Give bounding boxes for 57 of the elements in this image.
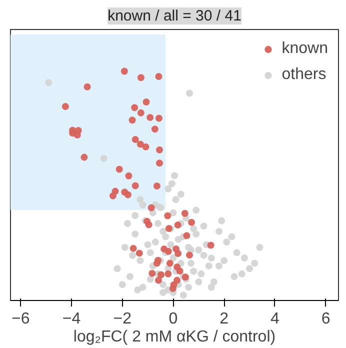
- point: [166, 260, 174, 267]
- point: [142, 143, 150, 150]
- point: [156, 146, 163, 154]
- point: [164, 212, 172, 220]
- point: [155, 73, 162, 80]
- point: [142, 98, 150, 106]
- x-axis-title: log₂FC( 2 mM αKG / control): [73, 328, 276, 346]
- point: [136, 250, 143, 257]
- point: [124, 191, 132, 198]
- point: [183, 232, 190, 240]
- x-tick-label: 2: [220, 310, 229, 328]
- point: [145, 221, 152, 228]
- point: [128, 116, 136, 124]
- point: [74, 131, 81, 138]
- point: [148, 204, 155, 212]
- point: [131, 104, 138, 112]
- point: [148, 270, 156, 277]
- x-tick-label: −4: [62, 310, 81, 328]
- point: [146, 114, 154, 121]
- point: [153, 260, 160, 267]
- legend-label: known: [282, 40, 328, 58]
- point: [151, 126, 158, 133]
- point: [164, 270, 172, 278]
- x-tick-label: −2: [113, 310, 132, 328]
- point: [136, 140, 144, 148]
- point: [125, 172, 132, 180]
- chart-title: known / all = 30 / 41: [108, 8, 242, 24]
- point: [158, 271, 165, 278]
- x-tick-label: 6: [321, 310, 330, 328]
- point: [153, 182, 160, 190]
- point: [120, 68, 128, 75]
- point: [181, 210, 188, 217]
- x-tick-label: 4: [270, 310, 280, 328]
- point: [109, 192, 116, 200]
- point: [116, 166, 123, 173]
- point: [80, 154, 88, 161]
- point: [84, 83, 91, 90]
- point: [174, 250, 182, 257]
- legend-label: others: [282, 66, 326, 84]
- point: [207, 242, 214, 249]
- point: [174, 222, 182, 229]
- point: [154, 276, 162, 284]
- point: [132, 136, 139, 143]
- point: [62, 103, 69, 110]
- point: [156, 160, 163, 167]
- point: [130, 244, 137, 252]
- point: [186, 252, 193, 259]
- point: [137, 109, 144, 116]
- point: [164, 248, 172, 255]
- point: [137, 74, 144, 82]
- point: [188, 218, 196, 226]
- point: [155, 114, 162, 122]
- point: [132, 182, 139, 190]
- x-tick-label: −6: [12, 310, 30, 328]
- point: [176, 268, 184, 274]
- x-tick-label: 0: [168, 310, 178, 328]
- point: [169, 285, 176, 292]
